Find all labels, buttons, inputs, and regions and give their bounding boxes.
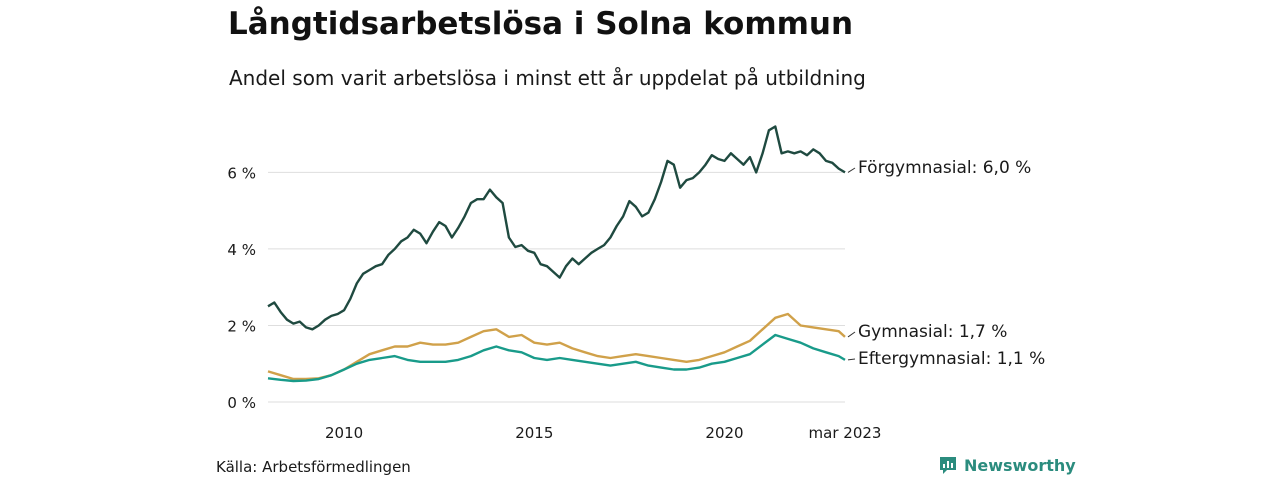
newsworthy-logo-icon — [940, 457, 956, 474]
series-line-gymnasial — [267, 312, 846, 381]
label-leader-line — [847, 331, 856, 338]
series-end-label: Gymnasial: 1,7 % — [858, 322, 1007, 342]
series-end-label: Eftergymnasial: 1,1 % — [858, 349, 1045, 369]
x-tick-label: 2020 — [705, 424, 743, 442]
brand: Newsworthy — [938, 455, 1076, 475]
x-tick-label: 2010 — [325, 424, 363, 442]
brand-name: Newsworthy — [964, 455, 1076, 475]
label-leader-line — [847, 358, 856, 361]
chart-subtitle: Andel som varit arbetslösa i minst ett å… — [229, 66, 866, 90]
y-tick-label: 2 % — [227, 317, 256, 335]
chart-title: Långtidsarbetslösa i Solna kommun — [228, 6, 854, 42]
y-tick-label: 0 % — [227, 394, 256, 412]
line-chart: 0 % 2 % 4 % 6 % 2010 2015 2020 mar 2023 Förgymn… — [227, 125, 1045, 442]
series-line-eftergymnasial — [267, 333, 846, 383]
y-tick-label: 4 % — [227, 241, 256, 259]
series-line-förgymnasial — [267, 125, 846, 331]
source-note: Källa: Arbetsförmedlingen — [216, 458, 411, 476]
x-tick-label: 2015 — [515, 424, 553, 442]
label-leader-line — [847, 167, 856, 173]
y-tick-label: 6 % — [227, 164, 256, 182]
series-end-label: Förgymnasial: 6,0 % — [858, 158, 1031, 178]
x-tick-label: mar 2023 — [809, 424, 882, 442]
